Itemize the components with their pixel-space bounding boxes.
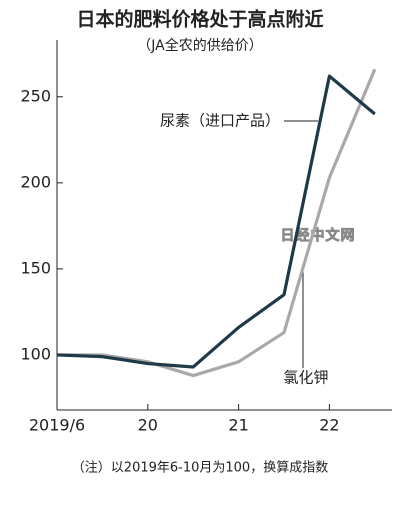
x-tick-label: 22: [319, 416, 339, 435]
series-label: 尿素（进口产品）: [160, 112, 280, 130]
x-tick-label: 21: [228, 416, 248, 435]
y-tick-label: 100: [20, 344, 51, 363]
chart-title: 日本的肥料价格处于高点附近: [76, 8, 323, 31]
series-line: [57, 68, 377, 378]
footnote: （注）以2019年6-10月为100，换算成指数: [72, 461, 328, 476]
y-tick-label: 150: [20, 258, 51, 277]
x-tick-label: 20: [138, 416, 158, 435]
series-line: [56, 74, 376, 369]
chart-subtitle: （JA全农的供给价）: [137, 37, 262, 54]
y-tick-label: 250: [20, 86, 51, 105]
x-tick-label: 2019/6: [29, 416, 85, 435]
y-tick-label: 200: [20, 172, 51, 191]
watermark: 日经中文网: [281, 227, 356, 244]
series-label: 氯化钾: [283, 369, 328, 387]
